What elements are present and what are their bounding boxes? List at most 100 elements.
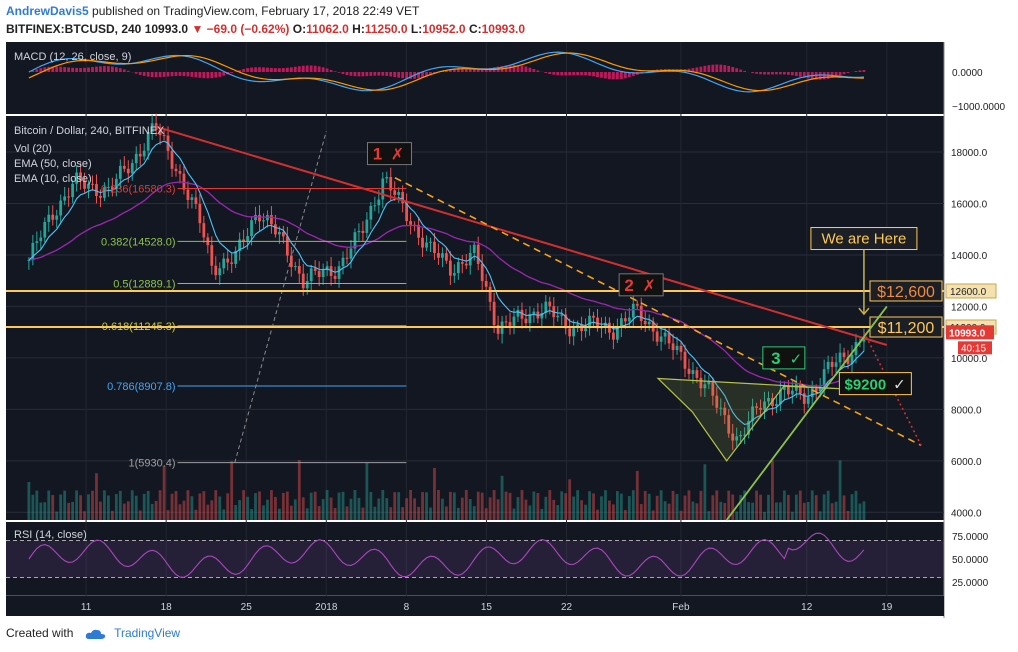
volume-bar — [349, 498, 353, 520]
macd-histogram-bar — [39, 68, 43, 72]
price-tick-label: 18000.0 — [951, 148, 988, 159]
tradingview-link[interactable]: TradingView — [114, 626, 181, 640]
candle — [687, 368, 691, 374]
macd-histogram-bar — [35, 69, 39, 72]
chart-canvas[interactable]: 4000.0 6000.0 8000.0 10000.0 12000.0 14000.0 1… — [0, 40, 1018, 620]
volume-bar — [130, 490, 134, 520]
volume-bar — [83, 511, 86, 520]
macd-histogram-bar — [409, 72, 413, 79]
candle — [393, 190, 397, 195]
volume-bar — [63, 490, 67, 520]
macd-histogram-bar — [739, 69, 743, 72]
candle — [675, 345, 679, 351]
volume-bar — [719, 501, 723, 520]
candle — [779, 389, 782, 405]
macd-histogram-bar — [854, 71, 858, 72]
macd-histogram-bar — [727, 65, 731, 72]
candle — [643, 320, 647, 325]
candle — [612, 332, 615, 340]
price-pane — [6, 116, 944, 520]
publish-line: AndrewDavis5 published on TradingView.co… — [6, 4, 419, 18]
macd-histogram-bar — [703, 65, 707, 72]
macd-histogram-bar — [775, 72, 778, 75]
volume-bar — [71, 501, 75, 520]
volume-bar — [592, 493, 595, 520]
candle — [162, 135, 166, 137]
volume-bar — [114, 494, 118, 520]
volume-bar — [178, 504, 182, 520]
candle — [87, 183, 90, 189]
macd-histogram-bar — [103, 66, 106, 72]
volume-bar — [429, 507, 432, 520]
macd-histogram-bar — [281, 68, 285, 72]
volume-bar — [441, 498, 444, 520]
macd-histogram-bar — [75, 67, 78, 72]
macd-histogram-bar — [345, 72, 349, 75]
candle — [735, 436, 739, 441]
candle — [238, 239, 242, 251]
macd-line — [28, 51, 864, 93]
volume-bar — [810, 490, 814, 520]
macd-histogram-bar — [325, 68, 329, 72]
macd-histogram-bar — [842, 72, 846, 75]
macd-histogram-bar — [67, 67, 71, 72]
candle — [524, 318, 528, 324]
volume-bar — [790, 511, 794, 520]
volume-bar — [194, 509, 198, 520]
volume-bar — [739, 495, 743, 520]
volume-bar — [615, 491, 619, 520]
macd-histogram-bar — [584, 72, 587, 76]
candle — [254, 214, 257, 221]
candle — [663, 332, 667, 337]
volume-bar — [604, 490, 607, 520]
candle — [647, 321, 651, 325]
macd-label: MACD (12, 26, close, 9) — [14, 51, 131, 63]
rsi-tick-label: 75.0000 — [952, 532, 989, 543]
volume-bar — [838, 460, 842, 520]
volume-bar — [246, 496, 249, 520]
candle — [31, 242, 35, 261]
candle — [278, 231, 281, 235]
time-tick-label: 25 — [241, 602, 253, 613]
author-link[interactable]: AndrewDavis5 — [6, 4, 89, 18]
candle — [715, 395, 719, 408]
macd-histogram-bar — [568, 72, 572, 76]
fib-level-label: 0.382(14528.0) — [101, 236, 176, 248]
candle — [63, 196, 67, 201]
volume-bar — [759, 494, 762, 520]
macd-histogram-bar — [520, 65, 524, 72]
candle — [548, 301, 552, 307]
macd-histogram-bar — [202, 72, 206, 79]
candle — [623, 318, 627, 322]
candle — [258, 214, 261, 222]
candle — [333, 275, 337, 279]
volume-bar — [321, 499, 325, 520]
macd-histogram-bar — [353, 72, 357, 77]
candle — [281, 231, 285, 237]
volume-bar — [751, 502, 754, 520]
candle — [71, 183, 75, 198]
close-value: 10993.0 — [481, 22, 526, 36]
macd-signal-line — [28, 52, 864, 92]
volume-bar — [826, 490, 830, 520]
candle — [707, 382, 711, 385]
candle — [802, 393, 806, 404]
macd-histogram-bar — [759, 72, 762, 75]
macd-histogram-bar — [468, 68, 472, 72]
macd-histogram-bar — [794, 72, 798, 77]
volume-bar — [107, 495, 110, 520]
macd-histogram-bar — [258, 67, 261, 72]
candle — [274, 224, 277, 235]
volume-bar — [361, 507, 365, 520]
candle — [683, 351, 687, 369]
macd-histogram-bar — [771, 72, 774, 75]
candle — [667, 332, 671, 344]
volume-bar — [218, 496, 222, 520]
macd-histogram-bar — [234, 71, 238, 72]
macd-histogram-bar — [182, 72, 186, 77]
macd-histogram-bar — [297, 66, 301, 72]
macd-histogram-bar — [516, 65, 520, 72]
macd-histogram-bar — [695, 67, 699, 72]
macd-histogram-bar — [743, 70, 747, 72]
macd-histogram-bar — [707, 65, 711, 72]
